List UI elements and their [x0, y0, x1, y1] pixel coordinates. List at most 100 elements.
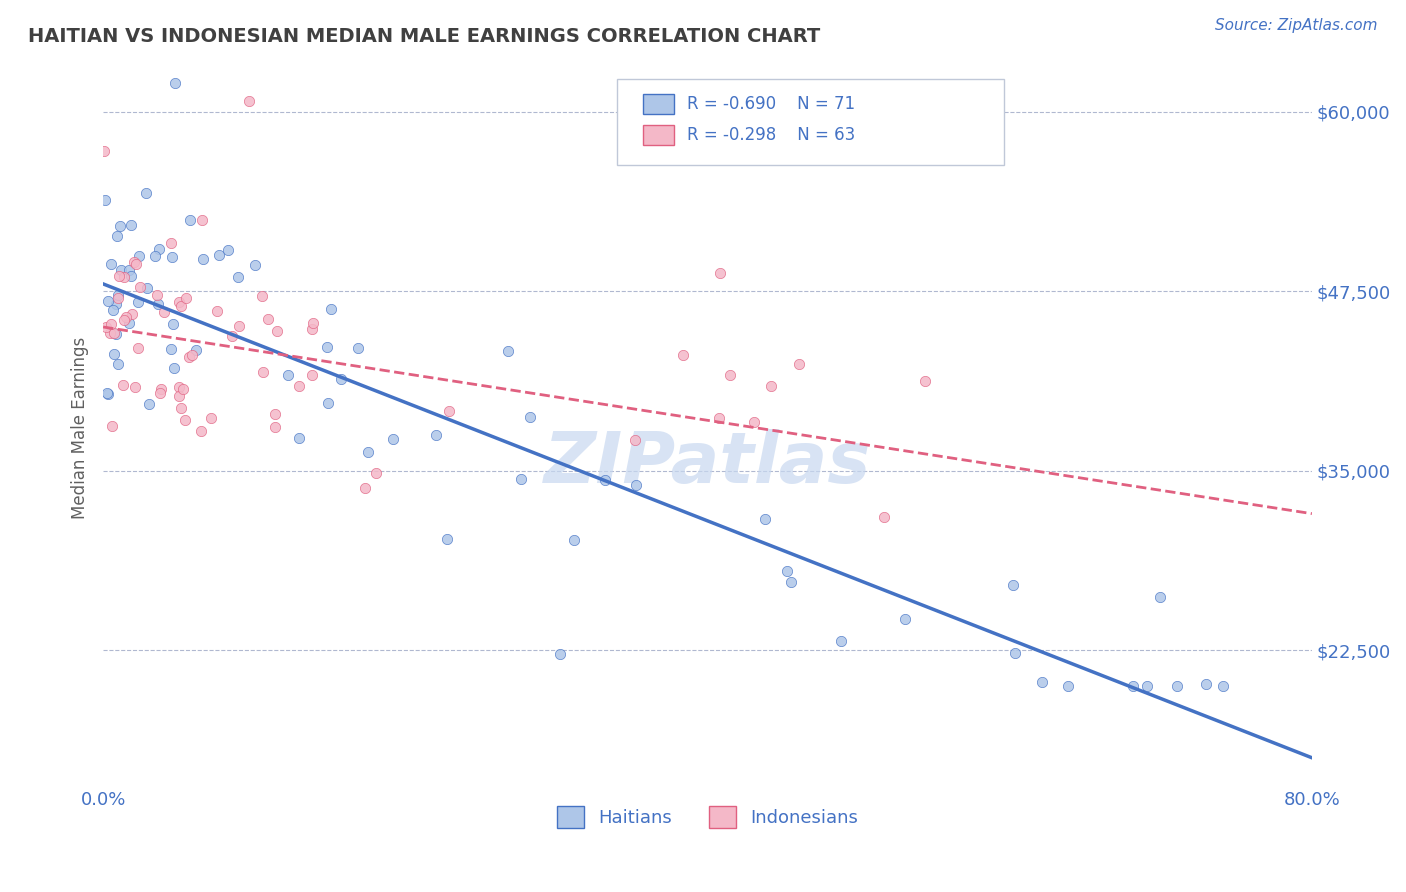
Haitians: [357, 445, 380, 459]
Indonesians: [129, 279, 152, 293]
Indonesians: [257, 312, 280, 326]
Text: R = -0.690    N = 71: R = -0.690 N = 71: [688, 95, 855, 112]
Indonesians: [190, 424, 212, 438]
Haitians: [1001, 578, 1024, 592]
Haitians: [346, 341, 368, 355]
Haitians: [519, 409, 541, 424]
Haitians: [319, 302, 342, 317]
Haitians: [179, 212, 201, 227]
Haitians: [101, 302, 124, 317]
Indonesians: [354, 481, 377, 495]
Haitians: [624, 478, 647, 492]
Haitians: [381, 432, 404, 446]
Indonesians: [759, 378, 782, 392]
Indonesians: [167, 380, 190, 394]
Y-axis label: Median Male Earnings: Median Male Earnings: [72, 336, 89, 518]
Indonesians: [264, 420, 287, 434]
Haitians: [436, 532, 458, 546]
Indonesians: [190, 212, 212, 227]
Haitians: [107, 288, 129, 302]
Haitians: [186, 343, 208, 357]
Indonesians: [170, 401, 193, 416]
Indonesians: [672, 348, 695, 362]
Indonesians: [238, 94, 260, 108]
Haitians: [425, 428, 447, 442]
Indonesians: [127, 341, 149, 355]
Haitians: [217, 243, 239, 257]
Haitians: [243, 258, 266, 272]
Indonesians: [146, 288, 169, 302]
Haitians: [148, 242, 170, 256]
Haitians: [138, 397, 160, 411]
Indonesians: [266, 324, 288, 338]
Haitians: [163, 76, 186, 90]
Indonesians: [709, 266, 731, 280]
Indonesians: [124, 379, 146, 393]
Text: R = -0.298    N = 63: R = -0.298 N = 63: [688, 127, 855, 145]
Haitians: [100, 257, 122, 271]
Haitians: [97, 294, 120, 309]
Haitians: [160, 250, 183, 264]
Indonesians: [718, 368, 741, 382]
Indonesians: [167, 295, 190, 310]
Haitians: [754, 511, 776, 525]
Indonesians: [96, 319, 118, 334]
Haitians: [1136, 679, 1159, 693]
Indonesians: [107, 268, 129, 283]
Haitians: [160, 342, 183, 356]
Haitians: [105, 229, 128, 244]
Indonesians: [180, 348, 202, 362]
Haitians: [780, 574, 803, 589]
Indonesians: [787, 357, 810, 371]
Indonesians: [103, 326, 125, 341]
Indonesians: [121, 307, 143, 321]
Indonesians: [250, 289, 273, 303]
Haitians: [146, 297, 169, 311]
Indonesians: [301, 368, 323, 382]
FancyBboxPatch shape: [617, 79, 1004, 165]
Haitians: [830, 634, 852, 648]
Haitians: [776, 564, 799, 578]
Indonesians: [112, 270, 135, 285]
Haitians: [1195, 677, 1218, 691]
Text: Source: ZipAtlas.com: Source: ZipAtlas.com: [1215, 18, 1378, 33]
Haitians: [96, 385, 118, 400]
Text: HAITIAN VS INDONESIAN MEDIAN MALE EARNINGS CORRELATION CHART: HAITIAN VS INDONESIAN MEDIAN MALE EARNIN…: [28, 27, 820, 45]
Haitians: [162, 317, 184, 331]
Haitians: [277, 368, 299, 382]
Haitians: [894, 612, 917, 626]
Indonesians: [172, 382, 194, 396]
Haitians: [1166, 679, 1188, 693]
Haitians: [107, 357, 129, 371]
Indonesians: [264, 407, 287, 421]
Haitians: [208, 247, 231, 261]
Haitians: [93, 193, 115, 207]
Indonesians: [107, 291, 129, 305]
Haitians: [120, 269, 142, 284]
Haitians: [118, 316, 141, 330]
Indonesians: [177, 351, 200, 365]
Indonesians: [153, 304, 176, 318]
Indonesians: [111, 378, 134, 392]
Indonesians: [302, 316, 325, 330]
Haitians: [1122, 679, 1144, 693]
Indonesians: [364, 467, 387, 481]
Indonesians: [170, 299, 193, 313]
Indonesians: [623, 434, 645, 448]
Haitians: [1149, 591, 1171, 605]
Haitians: [120, 218, 142, 232]
Indonesians: [221, 328, 243, 343]
Haitians: [287, 431, 309, 445]
Haitians: [330, 371, 353, 385]
Haitians: [143, 249, 166, 263]
Legend: Haitians, Indonesians: Haitians, Indonesians: [550, 798, 865, 835]
Indonesians: [228, 318, 250, 333]
Indonesians: [124, 255, 146, 269]
Haitians: [128, 249, 150, 263]
Indonesians: [252, 365, 274, 379]
Indonesians: [173, 413, 195, 427]
Haitians: [226, 269, 249, 284]
Haitians: [1004, 647, 1026, 661]
Haitians: [498, 344, 520, 359]
Indonesians: [437, 404, 460, 418]
